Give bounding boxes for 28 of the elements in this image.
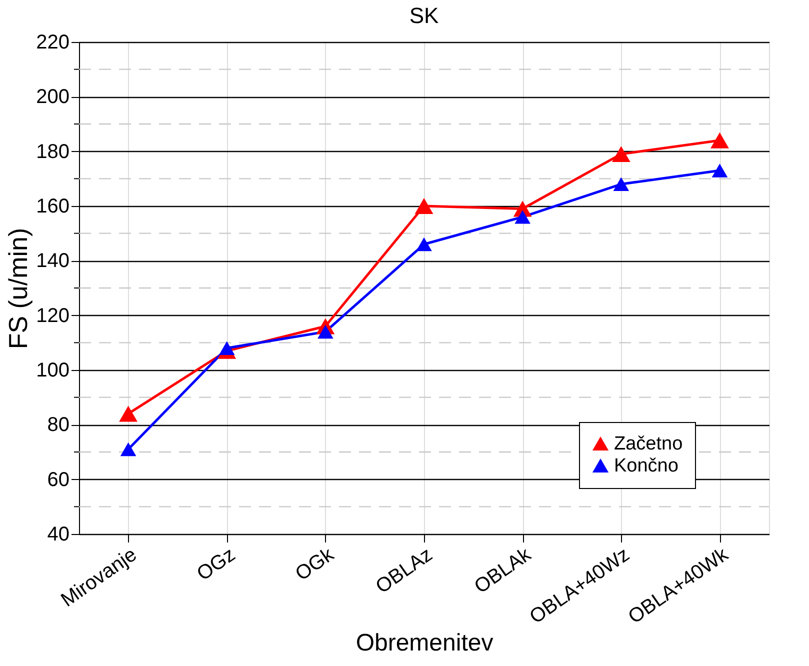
legend-label: Začetno	[614, 434, 683, 454]
point	[218, 341, 235, 355]
point	[710, 132, 729, 148]
y-tick-label: 140	[36, 250, 70, 272]
x-tick-label: OGk	[292, 543, 339, 586]
x-axis-title: Obremenitev	[356, 630, 494, 657]
point	[119, 406, 138, 422]
y-tick-label: 100	[36, 360, 70, 382]
y-axis-title: FS (u/min)	[3, 228, 34, 350]
point	[613, 177, 630, 191]
y-tick-label: 220	[36, 32, 70, 54]
y-tick-label: 80	[47, 414, 70, 436]
x-tick-label: OGz	[193, 544, 240, 586]
point	[514, 210, 530, 224]
point	[612, 146, 630, 162]
y-tick-label: 200	[36, 86, 70, 108]
point	[416, 237, 432, 252]
chart-title: SK	[409, 3, 439, 28]
point	[120, 442, 136, 456]
y-tick-label: 180	[36, 140, 70, 163]
point	[318, 324, 334, 339]
point	[414, 198, 434, 214]
y-tick-label: 120	[36, 304, 70, 327]
y-tick-label: 160	[36, 196, 70, 218]
y-tick-label: 40	[47, 524, 70, 546]
y-tick-label: 60	[47, 468, 70, 491]
point	[712, 164, 728, 178]
legend-label: Končno	[614, 456, 678, 476]
